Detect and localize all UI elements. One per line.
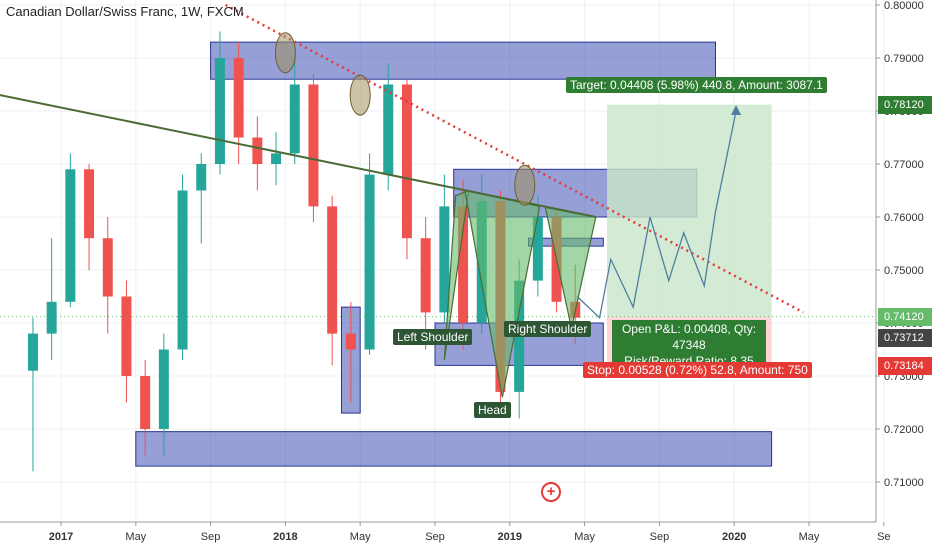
candle-body bbox=[420, 238, 431, 313]
candle-body bbox=[289, 84, 300, 154]
chart-title: Canadian Dollar/Swiss Franc, 1W, FXCM bbox=[6, 4, 244, 19]
x-tick-label: May bbox=[350, 531, 371, 543]
x-tick-label: May bbox=[125, 531, 146, 543]
drawings[interactable] bbox=[0, 3, 804, 398]
candle-body bbox=[345, 333, 356, 350]
touch-ellipse bbox=[349, 74, 371, 116]
candle-body bbox=[532, 217, 543, 281]
touch-ellipse bbox=[274, 32, 296, 74]
x-tick-label: Sep bbox=[650, 531, 670, 543]
price-tag: 0.73184 bbox=[878, 357, 932, 376]
x-tick-label: May bbox=[574, 531, 595, 543]
projected-path[interactable] bbox=[576, 110, 737, 319]
y-tick-label: 0.72000 bbox=[884, 424, 924, 436]
y-tick-label: 0.80000 bbox=[884, 0, 924, 12]
add-alert-icon[interactable]: + bbox=[541, 482, 561, 502]
y-tick-label: 0.76000 bbox=[884, 212, 924, 224]
candle-body bbox=[439, 206, 450, 313]
x-tick-label: May bbox=[799, 531, 820, 543]
candle-body bbox=[46, 301, 57, 334]
pnl-line-1: Open P&L: 0.00408, Qty: 47348 bbox=[621, 322, 757, 352]
x-tick-label: Sep bbox=[425, 531, 445, 543]
candle-body bbox=[102, 238, 113, 297]
candle-body bbox=[401, 84, 412, 239]
candle-body bbox=[214, 58, 225, 164]
projected-path-arrowhead bbox=[731, 105, 742, 115]
right-shoulder-label: Right Shoulder bbox=[504, 321, 592, 337]
candle-body bbox=[84, 169, 95, 239]
y-tick-label: 0.79000 bbox=[884, 53, 924, 65]
x-tick-label: 2020 bbox=[722, 531, 746, 543]
candle-body bbox=[177, 190, 188, 350]
x-tick-label: Se bbox=[877, 531, 890, 543]
candle-body bbox=[27, 333, 38, 371]
x-tick-label: 2017 bbox=[49, 531, 73, 543]
support-zone-bottom bbox=[135, 431, 773, 467]
candle-body bbox=[158, 349, 169, 429]
touch-ellipse bbox=[514, 164, 536, 206]
candle-body bbox=[308, 84, 319, 207]
target-area[interactable] bbox=[607, 104, 772, 317]
price-tag: 0.73712 bbox=[878, 329, 932, 348]
candle-body bbox=[327, 206, 338, 334]
y-tick-label: 0.71000 bbox=[884, 477, 924, 489]
dotted-trendline[interactable] bbox=[224, 3, 804, 314]
y-tick-label: 0.77000 bbox=[884, 159, 924, 171]
candle-body bbox=[233, 58, 244, 138]
target-label: Target: 0.04408 (5.98%) 440.8, Amount: 3… bbox=[566, 77, 827, 93]
candle-body bbox=[364, 174, 375, 350]
neckline-trendline[interactable] bbox=[0, 94, 597, 218]
pnl-label: Open P&L: 0.00408, Qty: 47348 Risk/Rewar… bbox=[612, 320, 766, 370]
x-tick-label: Sep bbox=[201, 531, 221, 543]
y-tick-label: 0.75000 bbox=[884, 265, 924, 277]
head-label: Head bbox=[474, 402, 511, 418]
candle-body bbox=[65, 169, 76, 302]
x-tick-label: 2018 bbox=[273, 531, 297, 543]
candle-body bbox=[383, 84, 394, 175]
price-tag: 0.74120 bbox=[878, 307, 932, 326]
stop-label: Stop: 0.00528 (0.72%) 52.8, Amount: 750 bbox=[583, 362, 812, 378]
candle-body bbox=[140, 376, 151, 429]
left-shoulder-label: Left Shoulder bbox=[393, 329, 473, 345]
left-shoulder-triangle bbox=[443, 189, 470, 361]
candle-body bbox=[458, 206, 469, 323]
candle-body bbox=[196, 164, 207, 191]
candle-body bbox=[252, 137, 263, 164]
axes: 0.800000.790000.780000.770000.760000.750… bbox=[0, 0, 924, 543]
candle-body bbox=[121, 296, 132, 376]
head-triangle bbox=[464, 189, 541, 398]
x-tick-label: 2019 bbox=[498, 531, 522, 543]
candle-body bbox=[271, 153, 282, 164]
price-tag: 0.78120 bbox=[878, 95, 932, 114]
